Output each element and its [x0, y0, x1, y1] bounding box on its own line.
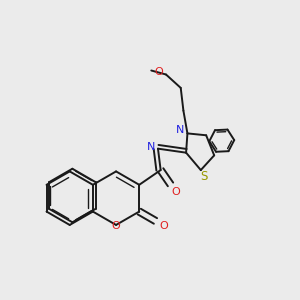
Text: O: O [112, 221, 120, 231]
Text: O: O [171, 187, 180, 197]
Text: N: N [147, 142, 155, 152]
Text: O: O [154, 67, 163, 77]
Text: S: S [200, 170, 207, 183]
Text: N: N [176, 125, 184, 135]
Text: O: O [159, 220, 168, 231]
